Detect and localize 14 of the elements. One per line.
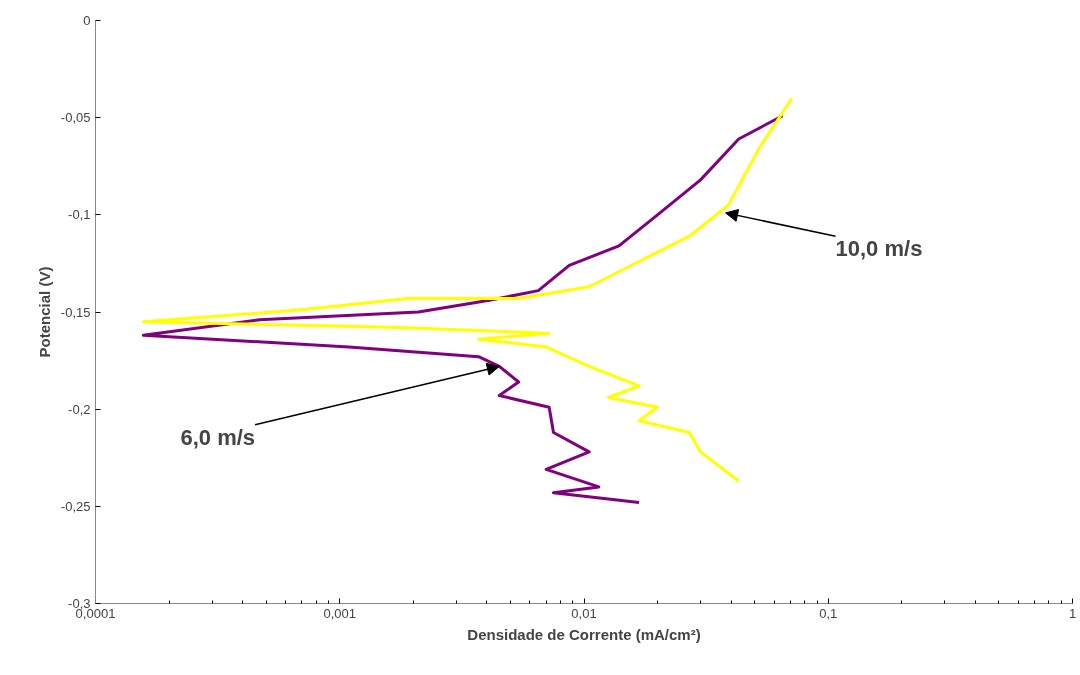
y-axis-title: Potencial (V) (35, 266, 53, 358)
annotation: 6,0 m/s (180, 424, 256, 450)
y-tick-label: -0,2 (68, 401, 91, 417)
x-tick-label: 0,1 (819, 605, 838, 621)
x-axis-title: Densidade de Corrente (mA/cm²) (467, 625, 701, 643)
annotation: 10,0 m/s (835, 236, 923, 262)
x-tick-label: 0,001 (323, 605, 357, 621)
x-tick-label: 0,01 (571, 605, 597, 621)
y-tick-label: 0 (83, 13, 91, 28)
y-tick-label: -0,15 (60, 304, 91, 320)
y-tick-label: -0,25 (60, 498, 91, 514)
x-tick-label: 1 (1068, 605, 1077, 621)
y-tick-label: -0,05 (60, 110, 91, 126)
y-tick-label: -0,1 (68, 207, 91, 223)
